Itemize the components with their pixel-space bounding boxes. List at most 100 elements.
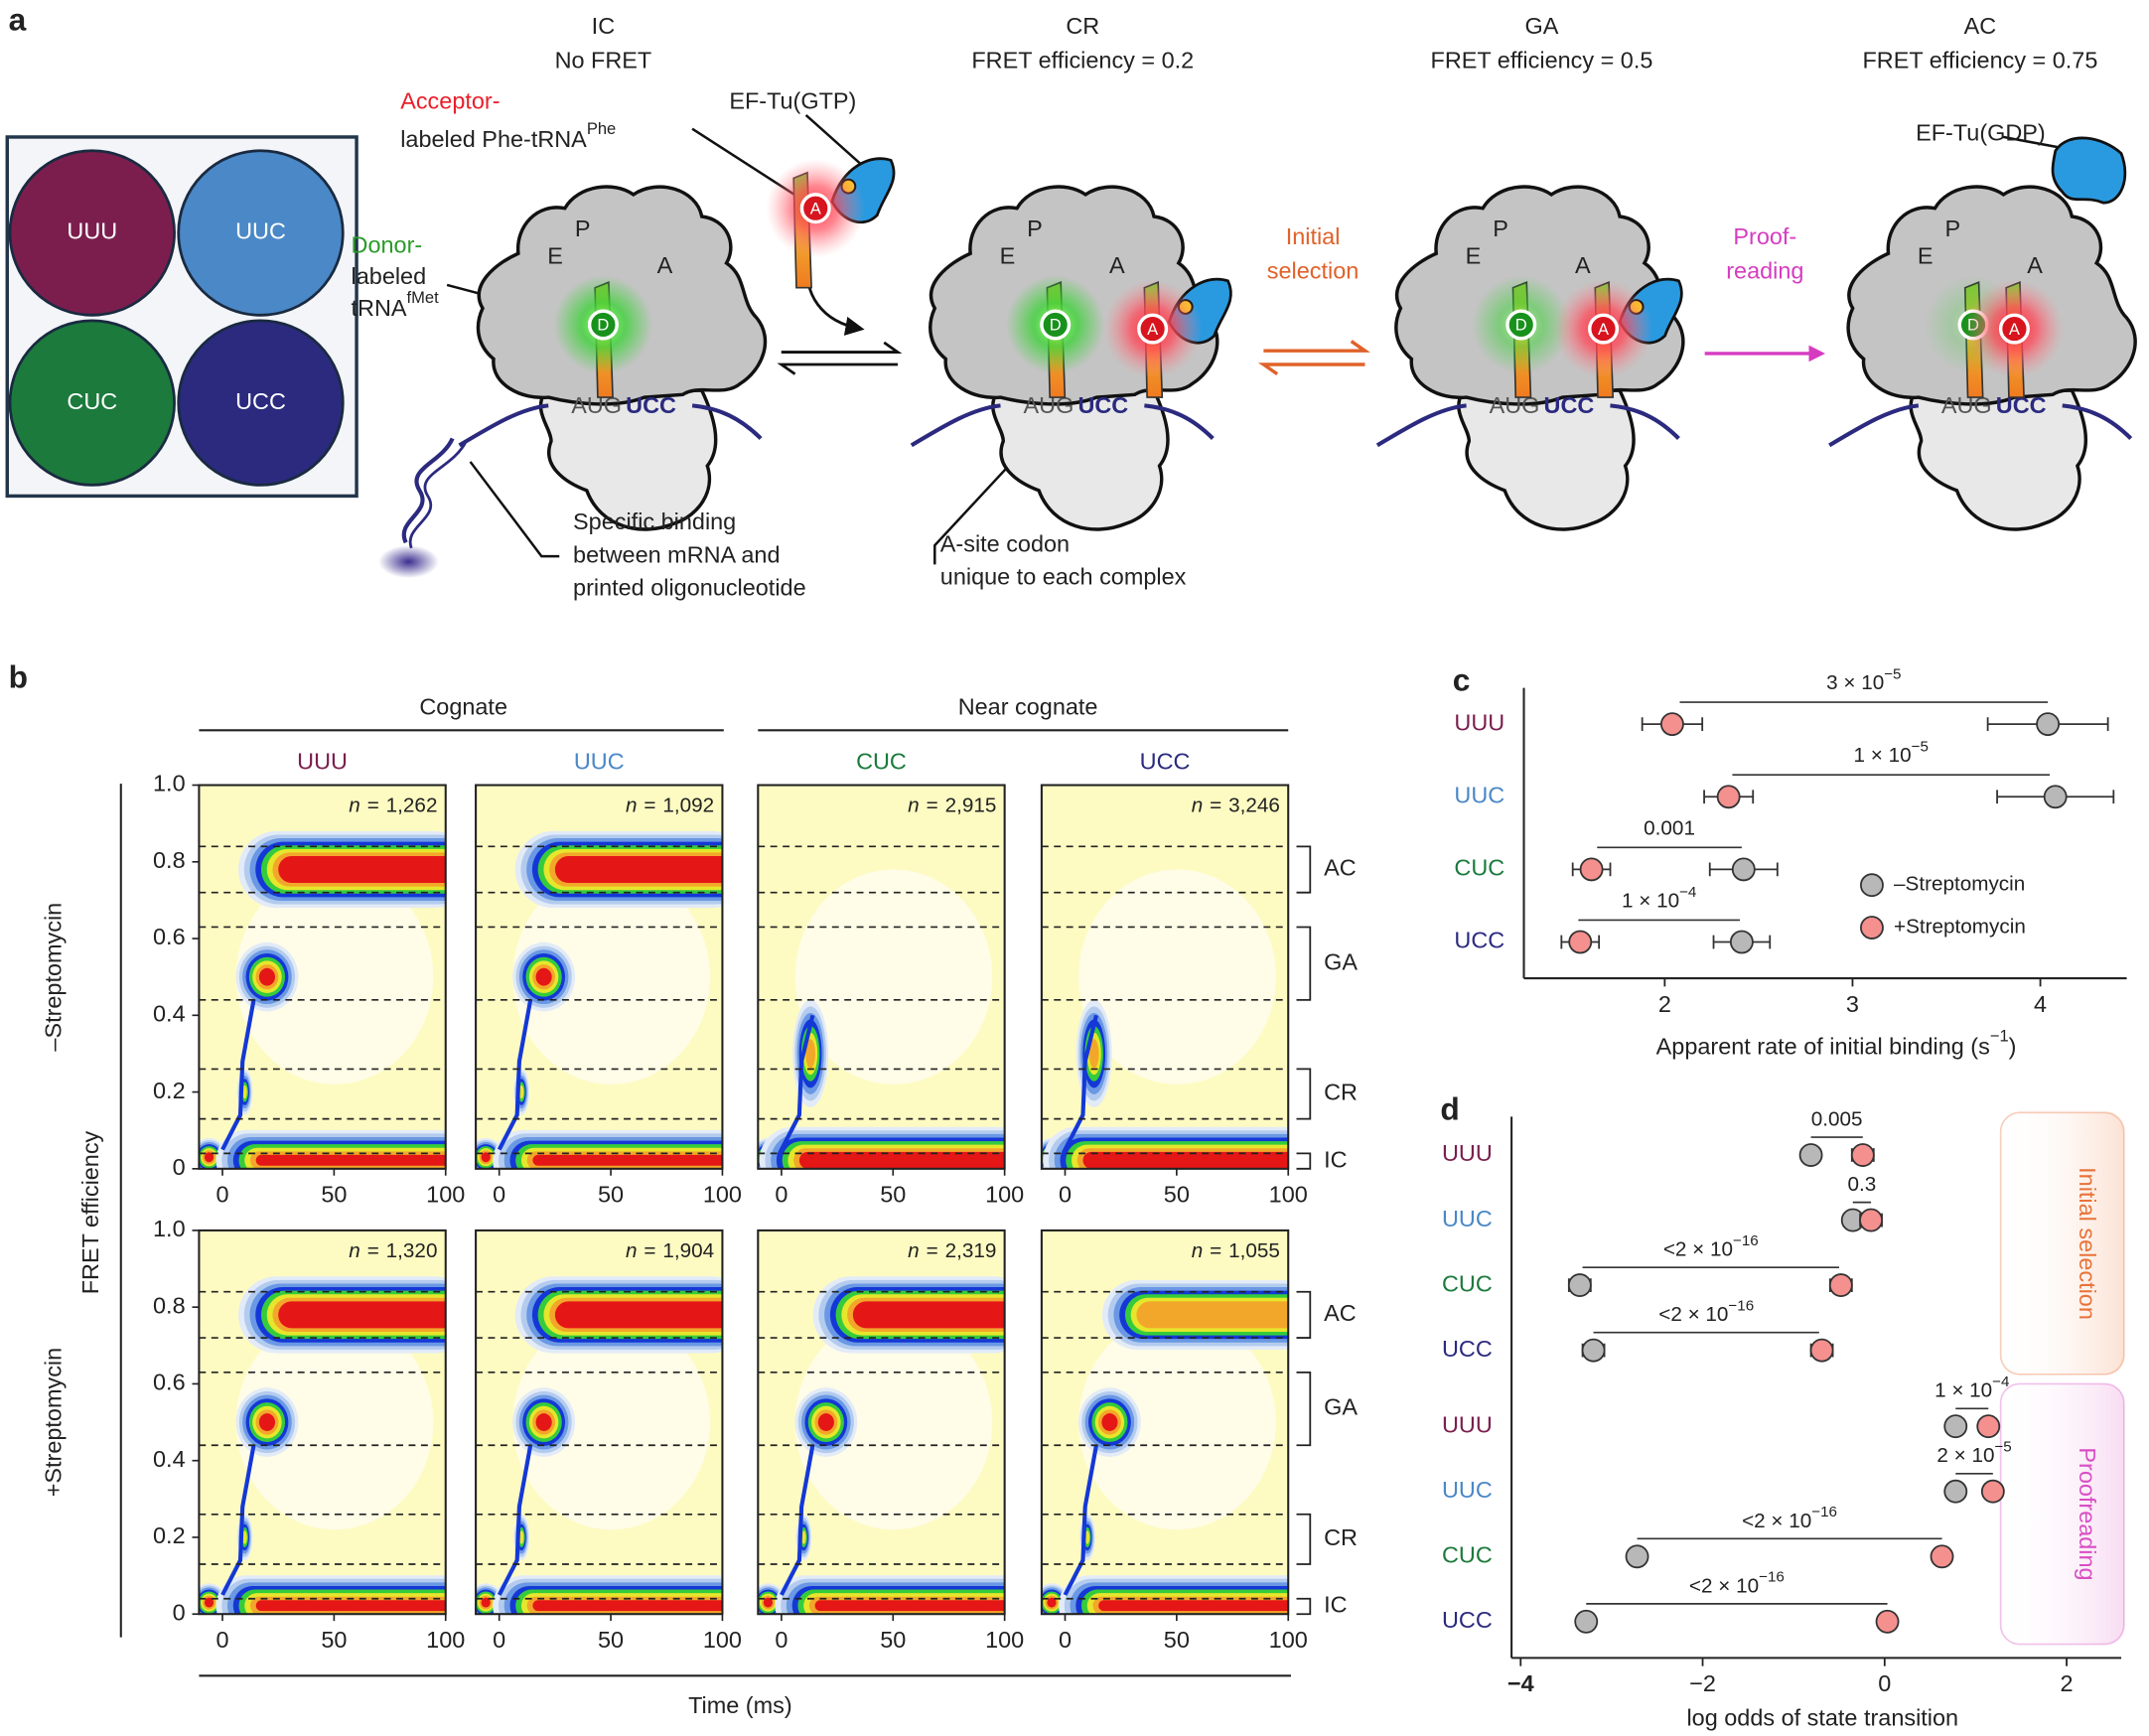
state-name: IC [592,13,616,39]
state-label: IC [1324,1592,1348,1618]
dot [1731,857,1756,882]
count-label: n = 1,904 [626,1239,714,1262]
mrna [910,403,1215,448]
p-value: 1 × 10−5 [1854,739,1929,768]
panel-frame [198,784,447,1170]
density-ridge [220,1444,256,1596]
column-label: UCC [1140,749,1191,775]
count-label: n = 1,320 [349,1239,437,1262]
ef-tu-label: EF-Tu(GDP) [1916,119,2046,145]
y-tick-label: 0.2 [153,1522,186,1548]
dot [1798,1143,1823,1167]
mrna-codons-part: UCC [1077,392,1128,418]
category-label: UUC [1442,1206,1493,1231]
site-label: A [657,252,673,278]
x-tick-label: 50 [321,1182,347,1208]
count-label: n = 2,915 [908,795,996,817]
dot [1850,1143,1875,1167]
density-contour [204,1152,215,1163]
codon-label: CUC [67,388,117,414]
codon-note: A-site codon [940,530,1070,556]
category-label: UUU [1442,1411,1493,1437]
binding-arrow [805,257,865,336]
p-value-part: <2 × 10 [1689,1575,1759,1598]
state-label: CR [1324,1524,1358,1550]
site-label: A [1575,252,1591,278]
x-tick-label: 2 [2061,1670,2074,1696]
panel-frame [198,1229,447,1616]
density-contour [242,1530,247,1544]
y-tick-label: 0.4 [153,1446,186,1472]
mrna-codons: AUG UCC [1941,392,2047,418]
y-tick-label: 0 [173,1599,186,1625]
density-ridge [780,1444,815,1596]
state-bracket [1296,1513,1312,1565]
heatmap-haze [235,1314,434,1530]
count-label-part: = [927,1239,938,1262]
y-tick-label: 0.6 [153,1370,186,1395]
acceptor-dye [799,193,831,224]
density-ridge [780,1014,815,1151]
mrna-codons: AUG UCC [1490,392,1595,418]
state-description: FRET efficiency = 0.5 [1431,47,1653,72]
density-contour [535,967,552,986]
row-label: –Streptomycin [41,903,67,1052]
x-tick-label: 0 [493,1627,505,1653]
oligo-helix [408,440,468,549]
p-value: <2 × 10−16 [1663,1232,1759,1261]
x-axis-label: Apparent rate of initial binding (s−1) [1656,1027,2017,1060]
state-label: AC [1324,855,1357,881]
dot [1716,785,1741,809]
x-axis-label: log odds of state transition [1686,1705,1958,1731]
dot [2043,785,2068,809]
mrna-codons-part: AUG [1024,392,1074,418]
x-tick-label: 100 [985,1627,1024,1653]
forward-arrow [781,341,903,354]
column-label: UUC [574,749,625,775]
x-tick-label: 0 [775,1627,788,1653]
step-label: reading [1726,258,1803,284]
site-label: E [1466,243,1482,269]
state-label: GA [1324,1394,1358,1420]
binding-note: printed oligonucleotide [573,574,806,600]
density-contour [1101,1413,1118,1431]
density-contour [518,1530,524,1544]
step-label: Proof- [1733,223,1796,249]
arrowhead [1808,345,1826,362]
column-label: UUU [297,749,348,775]
x-tick-label: 50 [321,1627,347,1653]
p-value: 1 × 10−4 [1934,1374,2009,1402]
x-tick-label: 100 [1269,1182,1308,1208]
donor-dye [1040,309,1072,341]
mrna-codons: AUG UCC [1024,392,1129,418]
x-tick-label: 0 [1059,1627,1072,1653]
count-label-part: = [367,1239,379,1262]
dot [2036,712,2061,737]
x-tick-label: 2 [1658,991,1671,1017]
leader-line [2003,135,2063,150]
state-bracket [1296,1371,1312,1447]
p-value-part: −5 [1912,739,1929,756]
codon-spot [177,149,345,317]
state-bracket [1296,1597,1312,1616]
acceptor-dye [1998,313,2030,345]
count-label-part: = [927,795,938,817]
acceptor-label: labeled Phe-tRNAPhe [400,119,616,152]
site-label: P [575,216,591,241]
density-contour [535,1413,552,1431]
mrna-codons: AUG UCC [571,392,676,418]
donor-letter: D [1515,316,1527,335]
donor-label-part: fMet [407,288,440,307]
codon-spot [8,149,176,317]
dot [1659,712,1684,737]
heatmap [758,785,1005,1169]
x-tick-label: 50 [598,1627,624,1653]
p-value: 0.3 [1848,1174,1877,1197]
state-bracket [1296,1290,1312,1339]
x-tick-label: 50 [880,1182,906,1208]
x-axis-label-part: ) [2009,1034,2017,1060]
p-value-part: 1 × 10 [1934,1379,1992,1402]
x-tick-label: 0 [775,1182,788,1208]
density-contour [763,1597,774,1608]
